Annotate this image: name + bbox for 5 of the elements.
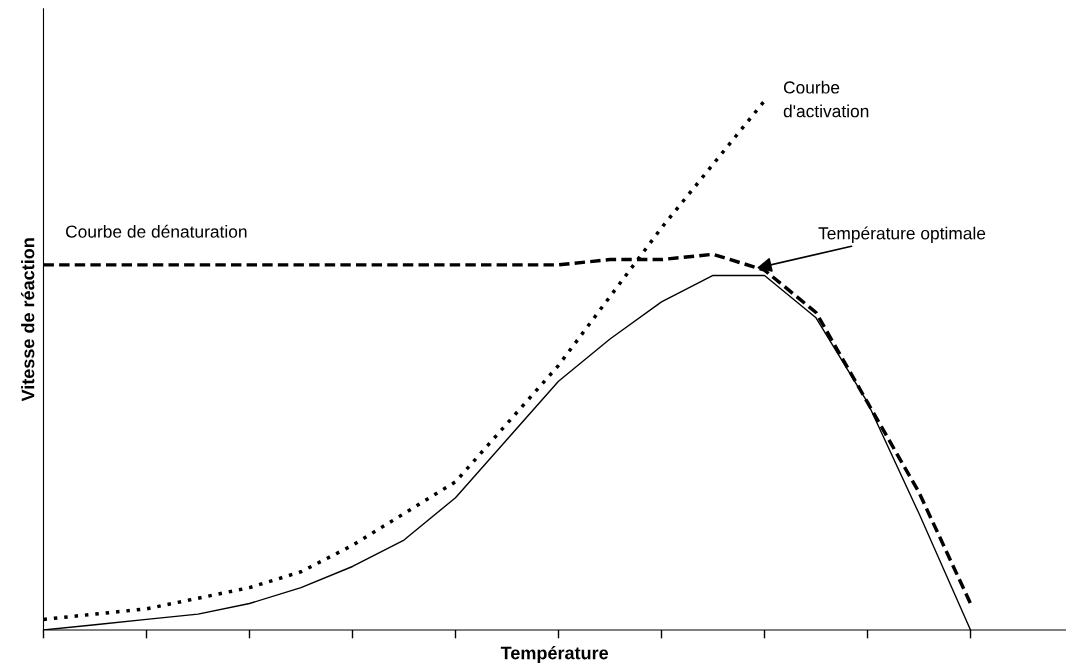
x-axis-title: Température	[500, 645, 609, 663]
series-label: Courbe de dénaturation	[66, 224, 247, 238]
series-label: Courbe d'activation	[783, 80, 869, 118]
y-axis-title: Vitesse de réaction	[20, 238, 35, 402]
annotation: Température optimale	[818, 226, 986, 243]
